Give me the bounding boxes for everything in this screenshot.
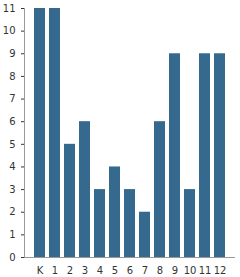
svg-text:2: 2 xyxy=(67,265,73,276)
svg-text:11: 11 xyxy=(199,265,212,276)
svg-text:4: 4 xyxy=(97,265,103,276)
svg-text:9: 9 xyxy=(9,48,15,59)
svg-text:K: K xyxy=(37,265,44,276)
svg-text:10: 10 xyxy=(184,265,197,276)
svg-text:3: 3 xyxy=(9,184,15,195)
svg-text:10: 10 xyxy=(3,25,16,36)
svg-text:7: 7 xyxy=(142,265,148,276)
svg-text:6: 6 xyxy=(9,116,15,127)
svg-text:7: 7 xyxy=(9,93,15,104)
svg-text:5: 5 xyxy=(9,139,15,150)
svg-text:9: 9 xyxy=(172,265,178,276)
svg-text:1: 1 xyxy=(52,265,58,276)
svg-text:8: 8 xyxy=(9,71,15,82)
svg-text:12: 12 xyxy=(214,265,227,276)
svg-text:6: 6 xyxy=(127,265,133,276)
svg-text:8: 8 xyxy=(157,265,163,276)
svg-text:4: 4 xyxy=(9,161,15,172)
svg-text:11: 11 xyxy=(3,3,16,14)
svg-text:1: 1 xyxy=(9,229,15,240)
svg-text:3: 3 xyxy=(82,265,88,276)
svg-text:2: 2 xyxy=(9,206,15,217)
svg-text:5: 5 xyxy=(112,265,118,276)
svg-text:0: 0 xyxy=(9,252,15,263)
